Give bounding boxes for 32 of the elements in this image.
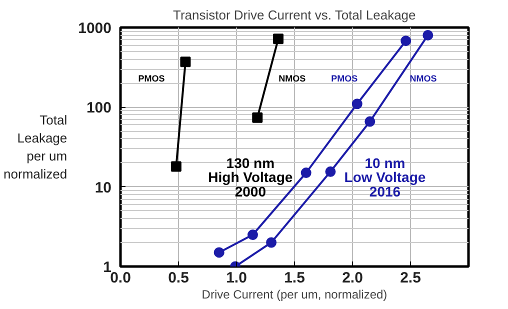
point bbox=[273, 34, 284, 44]
annotation: 130 nm High Voltage 2000 bbox=[208, 154, 293, 200]
point bbox=[170, 161, 182, 172]
point bbox=[214, 247, 224, 258]
series-label: PMOS bbox=[138, 73, 165, 84]
point bbox=[300, 168, 312, 178]
point bbox=[352, 98, 362, 110]
x-tick-label: 0.0 bbox=[110, 270, 131, 286]
y-tick-label: 10 bbox=[94, 179, 112, 196]
point bbox=[325, 166, 336, 177]
point bbox=[400, 36, 412, 46]
point bbox=[180, 56, 191, 68]
point bbox=[247, 230, 258, 240]
x-tick-label: 1.5 bbox=[284, 270, 305, 286]
series-label: PMOS bbox=[331, 73, 358, 84]
x-tick-label: 2.5 bbox=[400, 270, 421, 286]
y-tick-label: 1 bbox=[103, 259, 112, 276]
point bbox=[364, 116, 376, 127]
x-tick-label: 2.0 bbox=[342, 270, 363, 286]
point bbox=[422, 30, 434, 40]
y-axis-title: Total Leakage per um normalized bbox=[4, 112, 68, 182]
point bbox=[266, 237, 277, 248]
point bbox=[252, 112, 263, 123]
series-label: NMOS bbox=[278, 73, 306, 84]
chart-title: Transistor Drive Current vs. Total Leakage bbox=[173, 8, 416, 22]
annotation: 10 nm Low Voltage 2016 bbox=[344, 154, 426, 200]
y-tick-label: 1000 bbox=[78, 20, 112, 37]
y-tick-label: 100 bbox=[86, 100, 112, 117]
x-axis-title: Drive Current (per um, normalized) bbox=[202, 288, 388, 302]
x-tick-label: 0.5 bbox=[168, 270, 189, 286]
series-label: NMOS bbox=[410, 73, 437, 84]
x-tick-label: 1.0 bbox=[226, 270, 247, 286]
